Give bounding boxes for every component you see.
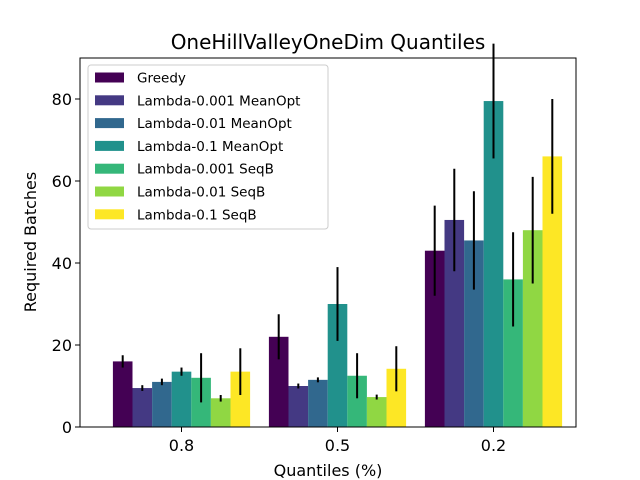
bar-lambda-0-1-meanopt-q08: [171, 371, 192, 427]
legend-swatch: [95, 209, 124, 220]
bar-lambda-0-1-meanopt-q05: [327, 304, 348, 427]
legend-swatch: [95, 186, 124, 197]
bar-lambda-0-01-seqb-q05: [366, 397, 387, 427]
x-tick-label: 0.8: [169, 436, 194, 455]
x-axis: 0.8 0.5 0.2: [169, 427, 506, 455]
legend-label: Lambda-0.1 MeanOpt: [137, 139, 283, 155]
y-axis-label: Required Batches: [21, 172, 40, 312]
legend-label: Lambda-0.1 SeqB: [137, 207, 257, 223]
y-tick-label: 20: [52, 336, 72, 355]
bar-lambda-0-1-seqb-q02: [542, 156, 563, 427]
legend-box: [87, 64, 329, 230]
bar-lambda-0-01-seqb-q02: [522, 230, 543, 427]
bar-lambda-0-001-seqb-q02: [503, 279, 523, 427]
legend-label: Lambda-0.001 MeanOpt: [137, 93, 300, 109]
bar-lambda-0-01-meanopt-q08: [152, 381, 172, 427]
error-bars-layer: [121, 43, 554, 403]
y-axis: 0 20 40 60 80: [52, 90, 80, 437]
bar-lambda-0-1-seqb-q05: [386, 368, 407, 427]
y-tick-label: 0: [62, 418, 72, 437]
bar-lambda-0-001-meanopt-q08: [132, 388, 153, 427]
chart-title: OneHillValleyOneDim Quantiles: [171, 30, 486, 54]
legend-label: Greedy: [137, 71, 186, 87]
bar-lambda-0-01-seqb-q08: [210, 398, 231, 427]
bar-lambda-0-1-seqb-q08: [230, 371, 251, 427]
y-tick-label: 80: [52, 90, 72, 109]
y-tick-label: 40: [52, 254, 72, 273]
legend-swatch: [95, 163, 124, 174]
bar-lambda-0-001-meanopt-q05: [288, 386, 309, 427]
bar-greedy-q08: [112, 361, 133, 427]
bar-lambda-0-001-meanopt-q02: [444, 219, 465, 427]
legend-label: Lambda-0.01 MeanOpt: [137, 116, 292, 132]
legend: Greedy Lambda-0.001 MeanOpt Lambda-0.01 Me…: [87, 64, 329, 230]
bar-lambda-0-001-seqb-q05: [347, 375, 367, 427]
bar-greedy-q02: [424, 250, 445, 427]
bar-greedy-q05: [268, 336, 289, 427]
x-axis-label: Quantiles (%): [274, 461, 383, 480]
y-tick-label: 60: [52, 172, 72, 191]
legend-swatch: [95, 95, 124, 106]
legend-swatch: [95, 118, 124, 129]
bar-lambda-0-01-meanopt-q02: [464, 240, 484, 427]
x-tick-label: 0.5: [325, 436, 350, 455]
bar-lambda-0-1-meanopt-q02: [483, 101, 504, 428]
legend-swatch: [95, 140, 124, 151]
x-tick-label: 0.2: [481, 436, 506, 455]
bars-layer: [112, 101, 563, 428]
plot-frame: [79, 57, 577, 428]
legend-swatch: [95, 72, 124, 83]
legend-label: Lambda-0.01 SeqB: [137, 185, 265, 201]
legend-label: Lambda-0.001 SeqB: [137, 162, 274, 178]
bar-lambda-0-01-meanopt-q05: [308, 379, 328, 427]
